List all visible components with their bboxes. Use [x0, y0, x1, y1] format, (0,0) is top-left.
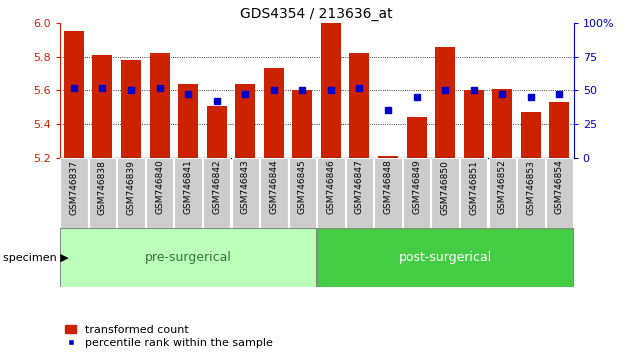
FancyBboxPatch shape — [345, 158, 373, 228]
FancyBboxPatch shape — [203, 158, 230, 228]
FancyBboxPatch shape — [146, 158, 173, 228]
Text: GSM746842: GSM746842 — [212, 160, 221, 214]
Text: GSM746845: GSM746845 — [298, 160, 307, 215]
Bar — [349, 53, 369, 158]
FancyBboxPatch shape — [545, 158, 573, 228]
Text: GSM746839: GSM746839 — [126, 160, 135, 215]
Text: GSM746849: GSM746849 — [412, 160, 421, 215]
FancyBboxPatch shape — [517, 158, 545, 228]
Text: GSM746850: GSM746850 — [440, 160, 450, 215]
Text: GSM746847: GSM746847 — [355, 160, 364, 215]
Text: GSM746852: GSM746852 — [498, 160, 507, 215]
FancyBboxPatch shape — [260, 158, 288, 228]
Text: GSM746837: GSM746837 — [69, 160, 78, 215]
FancyBboxPatch shape — [488, 158, 516, 228]
Text: GSM746843: GSM746843 — [241, 160, 250, 215]
Text: GSM746846: GSM746846 — [326, 160, 335, 215]
Bar — [235, 84, 255, 158]
Bar — [435, 46, 455, 158]
Bar — [178, 84, 198, 158]
Bar — [321, 23, 341, 158]
FancyBboxPatch shape — [460, 158, 487, 228]
Bar — [406, 117, 427, 158]
Bar — [264, 68, 284, 158]
FancyBboxPatch shape — [317, 228, 573, 287]
FancyBboxPatch shape — [88, 158, 116, 228]
FancyBboxPatch shape — [317, 158, 345, 228]
Bar — [521, 112, 541, 158]
Text: GSM746844: GSM746844 — [269, 160, 278, 214]
Bar — [64, 32, 84, 158]
Text: GSM746841: GSM746841 — [183, 160, 193, 215]
FancyBboxPatch shape — [431, 158, 459, 228]
Text: GSM746838: GSM746838 — [98, 160, 107, 215]
Text: pre-surgerical: pre-surgerical — [145, 251, 231, 264]
Bar — [492, 88, 512, 158]
FancyBboxPatch shape — [174, 158, 202, 228]
Bar — [549, 102, 569, 158]
Text: GSM746848: GSM746848 — [383, 160, 392, 215]
FancyBboxPatch shape — [60, 228, 316, 287]
Bar — [206, 106, 227, 158]
Title: GDS4354 / 213636_at: GDS4354 / 213636_at — [240, 7, 393, 21]
Bar — [149, 53, 170, 158]
Text: GSM746840: GSM746840 — [155, 160, 164, 215]
Bar — [92, 55, 112, 158]
Bar — [121, 60, 141, 158]
Bar — [378, 156, 398, 158]
Text: GSM746854: GSM746854 — [555, 160, 564, 215]
FancyBboxPatch shape — [288, 158, 316, 228]
Bar — [292, 90, 312, 158]
FancyBboxPatch shape — [403, 158, 430, 228]
Text: post-surgerical: post-surgerical — [399, 251, 492, 264]
Text: GSM746853: GSM746853 — [526, 160, 535, 215]
FancyBboxPatch shape — [231, 158, 259, 228]
Text: specimen ▶: specimen ▶ — [3, 252, 69, 263]
FancyBboxPatch shape — [60, 158, 88, 228]
FancyBboxPatch shape — [374, 158, 402, 228]
Bar — [463, 90, 484, 158]
FancyBboxPatch shape — [117, 158, 145, 228]
Legend: transformed count, percentile rank within the sample: transformed count, percentile rank withi… — [65, 325, 273, 348]
Text: GSM746851: GSM746851 — [469, 160, 478, 215]
